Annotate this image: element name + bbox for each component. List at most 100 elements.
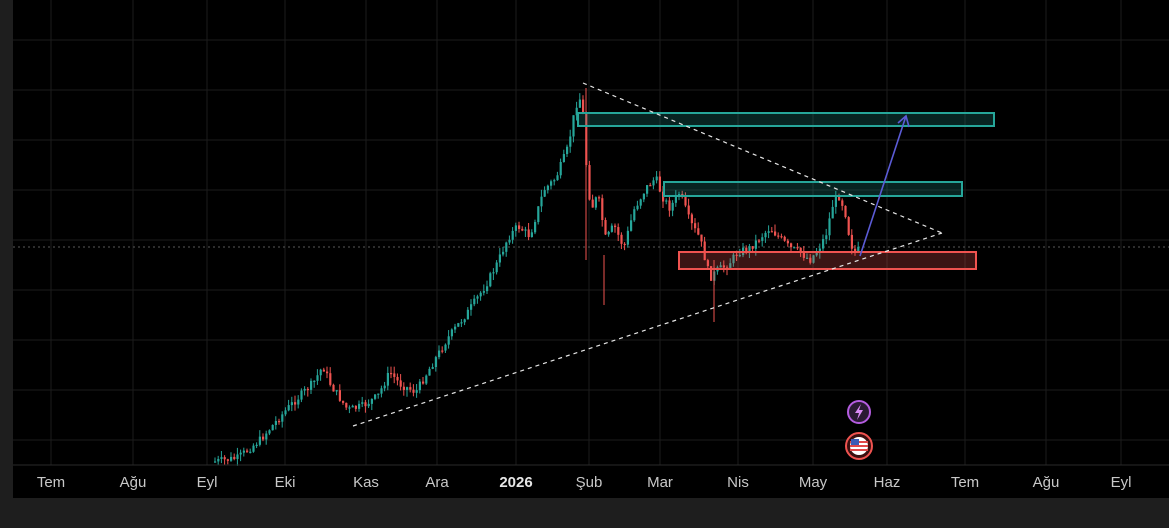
candle-body	[361, 402, 364, 404]
candle-body	[441, 350, 444, 352]
candle-body	[783, 236, 786, 241]
candle-body	[258, 436, 261, 445]
candle-body	[598, 197, 601, 199]
us-flag-icon[interactable]	[845, 432, 873, 460]
candle-body	[690, 214, 693, 224]
candle-body	[786, 240, 789, 244]
candle-body	[508, 239, 511, 243]
candle-body	[396, 376, 399, 381]
candle-body	[620, 234, 623, 244]
lightning-icon[interactable]	[847, 400, 871, 424]
candle-body	[710, 266, 713, 281]
candle-body	[687, 205, 690, 215]
candle-body	[543, 190, 546, 197]
candle-body	[594, 197, 597, 208]
candle-body	[242, 450, 245, 453]
candle-body	[457, 323, 460, 327]
x-tick-label: Tem	[951, 474, 979, 491]
candle-body	[290, 402, 293, 406]
candle-body	[623, 243, 626, 246]
candle-body	[431, 367, 434, 369]
candle-body	[748, 246, 751, 252]
candle-body	[386, 372, 389, 386]
candle-body	[534, 222, 537, 233]
candle-body	[799, 247, 802, 253]
candle-body	[703, 241, 706, 261]
candle-body	[367, 403, 370, 407]
candle-body	[252, 445, 255, 452]
projection-arrow[interactable]	[859, 114, 910, 257]
candle-body	[751, 246, 754, 249]
candle-body	[658, 176, 661, 192]
descending-trendline[interactable]	[582, 82, 943, 234]
candle-body	[223, 457, 226, 460]
candle-body	[447, 336, 450, 345]
candle-body	[239, 452, 242, 455]
candle-body	[546, 185, 549, 191]
candle-body	[402, 386, 405, 390]
candle-body	[610, 225, 613, 232]
candle-body	[626, 230, 629, 245]
candle-body	[527, 229, 530, 238]
x-tick-label: Tem	[37, 474, 65, 491]
candle-body	[582, 99, 585, 114]
candle-body	[841, 200, 844, 206]
candle-body	[735, 254, 738, 256]
candle-body	[822, 239, 825, 249]
candle-body	[358, 403, 361, 409]
candle-body	[489, 273, 492, 287]
candle-body	[281, 414, 284, 422]
x-tick-label: Ara	[425, 474, 449, 491]
candle-body	[802, 252, 805, 258]
candle-body	[793, 247, 796, 249]
candle-body	[562, 154, 565, 163]
candle-body	[601, 198, 604, 221]
candle-body	[694, 223, 697, 229]
upper-target-zone[interactable]	[577, 112, 995, 127]
candle-body	[233, 456, 236, 460]
candle-body	[745, 247, 748, 252]
candle-body	[566, 146, 569, 155]
candle-body	[246, 450, 249, 452]
candle-body	[374, 394, 377, 399]
candle-body	[514, 225, 517, 231]
candle-body	[265, 433, 268, 440]
candle-body	[530, 232, 533, 238]
candle-body	[818, 248, 821, 253]
candle-body	[268, 430, 271, 434]
candle-body	[271, 424, 274, 431]
candle-body	[495, 262, 498, 273]
candle-body	[428, 368, 431, 376]
candle-body	[425, 375, 428, 384]
candle-body	[415, 390, 418, 393]
candle-body	[834, 195, 837, 207]
candle-body	[540, 196, 543, 207]
candle-body	[850, 234, 853, 249]
candle-body	[815, 252, 818, 256]
x-tick-label: Eyl	[1111, 474, 1132, 491]
candle-body	[303, 388, 306, 391]
candle-body	[572, 115, 575, 137]
middle-resistance-zone[interactable]	[663, 181, 963, 197]
candle-body	[342, 400, 345, 403]
candle-body	[454, 326, 457, 330]
candle-body	[758, 240, 761, 242]
candle-body	[332, 384, 335, 392]
candle-body	[774, 231, 777, 236]
x-tick-label: Şub	[576, 474, 603, 491]
candle-body	[825, 235, 828, 240]
candle-body	[255, 444, 258, 447]
candle-body	[249, 451, 252, 453]
candle-body	[370, 398, 373, 404]
candle-body	[479, 292, 482, 297]
candle-body	[470, 304, 473, 310]
candle-body	[383, 385, 386, 389]
candle-body	[476, 296, 479, 299]
candle-body	[646, 185, 649, 194]
candle-body	[767, 231, 770, 233]
candle-body	[838, 195, 841, 201]
x-tick-label: Eki	[275, 474, 296, 491]
support-zone[interactable]	[678, 251, 977, 270]
